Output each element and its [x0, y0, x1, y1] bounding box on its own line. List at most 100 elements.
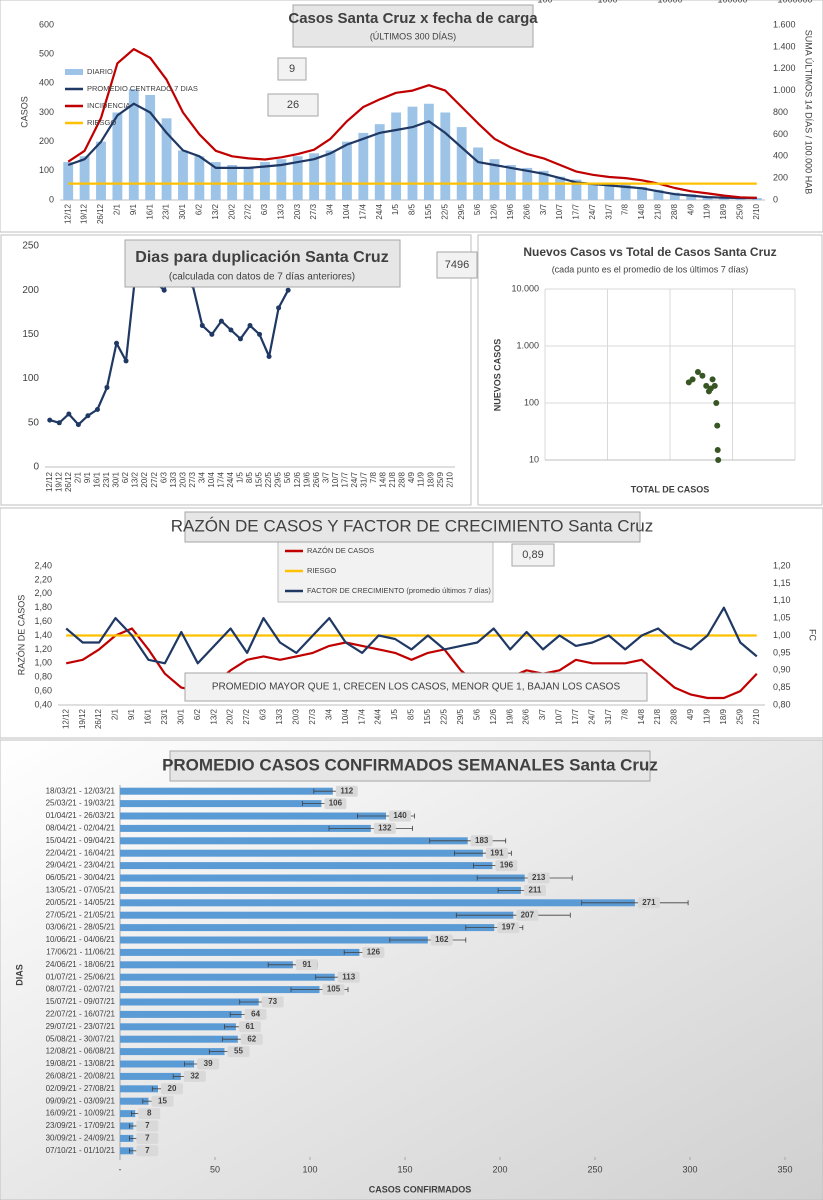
value-label-box [337, 971, 360, 983]
bar [374, 124, 385, 200]
x-tick-label: 23/1 [162, 203, 171, 219]
y-tick-label: 1,60 [34, 616, 52, 626]
x-tick-label: 6/3 [159, 471, 168, 483]
point [711, 382, 718, 389]
x-tick-label: 4/9 [686, 708, 695, 720]
value-label: 15 [158, 1096, 167, 1105]
bar [440, 112, 451, 200]
y-tick-label: 25/03/21 - 19/03/21 [46, 799, 116, 808]
bar [489, 159, 500, 200]
title-box [169, 750, 651, 782]
value-label: 64 [251, 1010, 260, 1019]
chart-subtitle: (ÚLTIMOS 300 DÍAS) [370, 31, 456, 41]
x-tick-label: 1000000 [777, 0, 812, 4]
x-tick-label: 9/1 [129, 203, 138, 215]
y-tick-label: 07/10/21 - 01/10/21 [46, 1146, 116, 1155]
line [67, 102, 757, 200]
point [714, 446, 721, 453]
y-tick-label: 50 [28, 417, 40, 428]
y-tick-label: 22/07/21 - 16/07/21 [46, 1010, 116, 1019]
value-label: 7 [145, 1121, 150, 1130]
y-tick-label: 200 [22, 285, 39, 296]
annotation: 0,89 [522, 549, 543, 561]
x-tick-label: 300 [682, 1164, 697, 1174]
point [714, 422, 721, 429]
x-tick-label: 15/5 [255, 471, 264, 487]
bar [538, 170, 549, 200]
x-tick-label: 21/8 [654, 203, 663, 219]
x-tick-label: 18/9 [719, 203, 728, 219]
point [85, 413, 91, 419]
annotation-box [277, 57, 307, 81]
y-tick-label: 300 [39, 107, 54, 117]
x-tick-label: 22/5 [440, 203, 449, 219]
x-tick-label: 13/2 [209, 708, 218, 724]
bar [120, 911, 514, 919]
bar [719, 197, 729, 200]
x-tick-label: 1/5 [391, 203, 400, 215]
y-axis-label: DIAS [14, 964, 24, 986]
value-label: 196 [500, 861, 514, 870]
x-tick-label: 10/7 [331, 471, 340, 487]
x-tick-label: 31/7 [604, 203, 613, 219]
x-tick-label: 24/7 [350, 471, 359, 487]
panel [477, 234, 823, 506]
x-tick-label: 3/7 [538, 708, 547, 720]
x-tick-label: 2/1 [112, 203, 121, 215]
x-tick-label: 22/5 [439, 708, 448, 724]
legend-label: RIESGO [307, 566, 336, 575]
y-axis-label: RAZÓN DE CASOS [16, 595, 26, 676]
x-tick-label: 3/4 [326, 203, 335, 215]
x-tick-label: 16/1 [93, 471, 102, 487]
value-label-box [197, 1058, 220, 1070]
y-tick-label: 0 [33, 462, 39, 473]
bar [120, 998, 259, 1006]
bar [120, 837, 468, 845]
value-label: 213 [532, 873, 546, 882]
annotation: 9 [289, 63, 295, 75]
bar [120, 1134, 134, 1142]
x-tick-label: 2/10 [752, 708, 761, 724]
title-box [124, 239, 401, 288]
x-tick-label: 25/9 [735, 708, 744, 724]
bar [358, 132, 369, 200]
bar [391, 112, 402, 200]
y-tick-label: 29/04/21 - 23/04/21 [46, 861, 116, 870]
value-label: 105 [327, 985, 341, 994]
y-tick-label: 1.000 [516, 340, 539, 350]
x-tick-label: 26/6 [522, 203, 531, 219]
bar [96, 141, 106, 200]
value-label-box [470, 835, 493, 847]
x-tick-label: 20/2 [226, 708, 235, 724]
x-tick-label: 22/5 [264, 471, 273, 487]
legend-label: RIESGO [87, 118, 116, 127]
y-tick-label: 10 [529, 454, 539, 464]
y-tick-label: 24/06/21 - 18/06/21 [46, 960, 116, 969]
bar [161, 118, 172, 200]
value-label: 7 [145, 1134, 150, 1143]
x-tick-label: 10000 [657, 0, 682, 4]
y-tick-label: 1,40 [34, 630, 52, 640]
point [75, 422, 81, 428]
y-tick-label: 08/07/21 - 02/07/21 [46, 985, 116, 994]
point [66, 411, 72, 417]
y-tick-label: 03/06/21 - 28/05/21 [46, 923, 116, 932]
legend-label: DIARIO [87, 67, 113, 76]
y-tick-label: 10.000 [511, 283, 539, 293]
value-label-box [637, 897, 660, 909]
value-label: 39 [204, 1059, 213, 1068]
value-label: 197 [502, 923, 516, 932]
point [266, 354, 272, 359]
y-tick-label: 01/04/21 - 26/03/21 [46, 811, 116, 820]
x-tick-label: 8/5 [407, 708, 416, 720]
legend-box [277, 539, 494, 603]
x-tick-label: 21/8 [388, 471, 397, 487]
y-tick-label: 0,60 [34, 685, 52, 695]
x-tick-label: 30/1 [176, 708, 185, 724]
x-tick-label: 30/1 [112, 471, 121, 487]
bar [210, 162, 221, 200]
y-tick-label: 12/08/21 - 06/08/21 [46, 1047, 116, 1056]
line [65, 627, 758, 700]
x-tick-label: 3/4 [197, 471, 206, 483]
